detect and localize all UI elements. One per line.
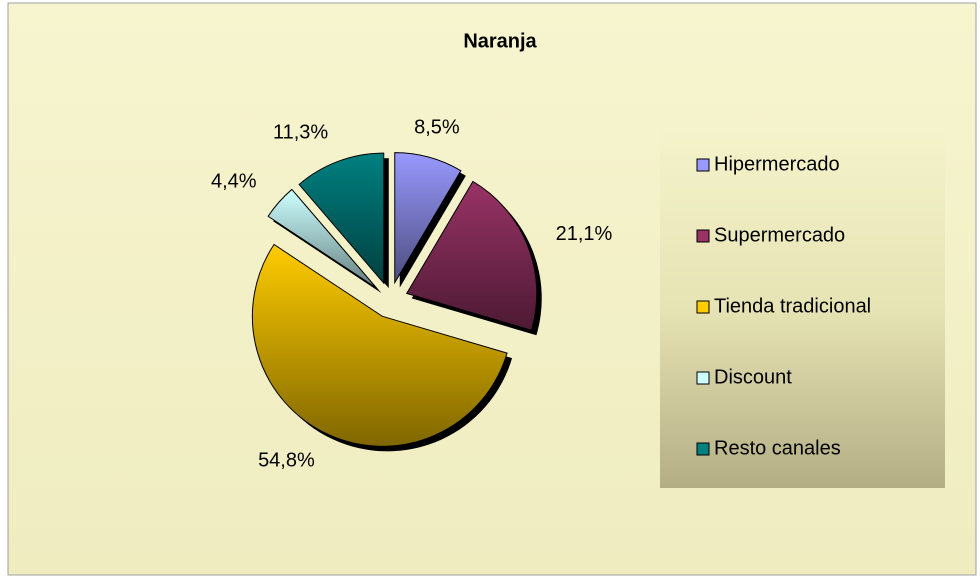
chart-title: Naranja [463,30,537,52]
slice-shade [394,152,461,283]
legend-label: Discount [714,366,792,388]
data-label: 54,8% [258,450,315,472]
data-label: 21,1% [556,223,613,245]
legend-label: Tienda tradicional [714,295,871,317]
slice-shade [268,189,377,289]
legend-swatch [696,442,710,456]
slice-shade [252,244,508,447]
data-label: 8,5% [414,117,460,139]
legend-swatch [696,371,710,385]
legend-swatch [696,229,710,243]
legend-swatch [696,158,710,172]
legend-swatch [696,300,710,314]
slice-shade [299,153,384,284]
legend-label: Hipermercado [714,153,840,175]
data-label: 4,4% [211,170,257,192]
slice-shade [406,181,537,331]
legend-label: Supermercado [714,224,845,246]
legend-label: Resto canales [714,437,841,459]
data-label: 11,3% [273,121,328,143]
